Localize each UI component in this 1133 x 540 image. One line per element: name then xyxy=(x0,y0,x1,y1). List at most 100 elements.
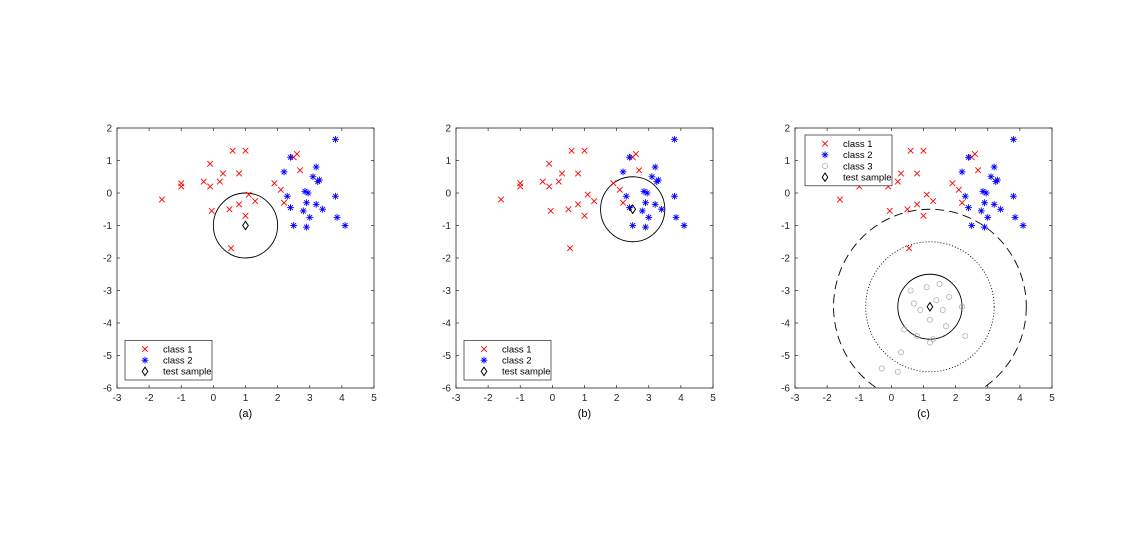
y-tick-label: -5 xyxy=(442,351,451,362)
legend-marker xyxy=(141,345,149,353)
class-1-point xyxy=(277,186,284,193)
class-1-point xyxy=(178,180,185,187)
class-1-point xyxy=(905,245,913,252)
class-1-point xyxy=(574,201,582,208)
class-3-point xyxy=(946,293,953,300)
y-tick-label: 2 xyxy=(106,124,112,135)
y-tick-label: -1 xyxy=(442,221,451,232)
panel-caption: (c) xyxy=(917,408,930,420)
class-1-point xyxy=(207,160,214,167)
class-1-point xyxy=(296,167,304,174)
class-1-point xyxy=(517,180,524,187)
class-3-point xyxy=(898,349,905,356)
legend-label: class 1 xyxy=(163,344,193,355)
y-tick-label: 0 xyxy=(784,189,790,200)
x-tick-label: -1 xyxy=(516,393,525,404)
class-3-point xyxy=(942,323,949,330)
x-tick-label: -2 xyxy=(823,393,832,404)
class-1-point xyxy=(836,196,844,203)
class-2-point xyxy=(287,153,294,161)
x-tick-label: 1 xyxy=(582,393,588,404)
legend-box xyxy=(124,340,213,381)
y-tick-label: 0 xyxy=(445,189,451,200)
class-2-point xyxy=(990,163,998,171)
class-1-point xyxy=(923,191,930,198)
legend-label: class 1 xyxy=(843,139,873,150)
legend-label: class 3 xyxy=(843,161,873,172)
legend-marker xyxy=(821,151,829,159)
class-1-point xyxy=(546,183,553,190)
legend-marker xyxy=(822,162,829,169)
class-2-point xyxy=(658,205,665,213)
class-1-point xyxy=(581,147,588,154)
class-1-point xyxy=(280,199,288,206)
x-tick-label: -1 xyxy=(855,393,864,404)
x-tick-label: 3 xyxy=(646,393,652,404)
class-1-point xyxy=(271,180,278,187)
class-2-point xyxy=(642,223,649,231)
class-2-point xyxy=(671,135,678,143)
class-2-point xyxy=(958,168,966,176)
class-2-point xyxy=(990,200,998,208)
class-1-point xyxy=(971,150,979,158)
class-1-point xyxy=(581,212,588,219)
class-2-point xyxy=(672,213,680,221)
x-tick-label: -3 xyxy=(791,393,800,404)
class-2-point xyxy=(968,222,976,229)
legend-marker xyxy=(141,356,149,364)
class-2-point xyxy=(283,192,291,200)
class-2-point xyxy=(965,153,972,161)
class-2-point xyxy=(332,192,339,200)
class-2-point xyxy=(332,135,339,143)
class-2-point xyxy=(312,200,320,208)
y-tick-label: -3 xyxy=(442,286,451,297)
class-3-point xyxy=(933,297,940,304)
x-tick-label: 5 xyxy=(1049,393,1055,404)
class-1-point xyxy=(227,245,235,252)
class-2-point xyxy=(981,199,988,207)
class-1-point xyxy=(930,198,937,205)
legend-label: test sample xyxy=(163,367,212,378)
y-tick-label: -4 xyxy=(103,319,112,330)
class-1-point xyxy=(555,178,562,185)
x-tick-label: 1 xyxy=(921,393,927,404)
class-3-point xyxy=(907,287,914,294)
legend-marker xyxy=(480,366,488,377)
panel-caption: (b) xyxy=(578,408,591,420)
class-2-point xyxy=(977,207,985,215)
class-2-point xyxy=(304,189,312,197)
class-3-point xyxy=(914,332,921,339)
class-2-point xyxy=(315,176,323,184)
class-2-point xyxy=(629,222,637,229)
class-3-point xyxy=(936,280,943,287)
class-2-point xyxy=(626,204,633,212)
y-tick-label: -2 xyxy=(103,254,112,265)
class-1-point xyxy=(235,201,243,208)
y-tick-label: 1 xyxy=(106,156,112,167)
x-tick-label: -1 xyxy=(177,393,186,404)
y-tick-label: -1 xyxy=(781,221,790,232)
class-2-point xyxy=(680,222,688,229)
legend-marker xyxy=(480,356,488,364)
class-2-point xyxy=(984,213,992,221)
class-2-point xyxy=(671,192,678,200)
y-tick-label: 2 xyxy=(784,124,790,135)
chart-panel-1: -3 -2 -1 0 1 2 3 4 5 -6 -5 -4 -3 -2 -1 0 1 2 (a) class 1cla… xyxy=(103,124,377,421)
class-2-point xyxy=(319,205,326,213)
chart-panel-2: -3 -2 -1 0 1 2 3 4 5 -6 -5 -4 -3 -2 -1 0 1 2 (b) class 1cla… xyxy=(442,124,716,421)
class-2-point xyxy=(651,200,659,208)
y-tick-label: -4 xyxy=(781,319,790,330)
class-2-point xyxy=(333,213,341,221)
class-1-point xyxy=(635,167,643,174)
x-tick-label: -2 xyxy=(484,393,493,404)
y-tick-label: -2 xyxy=(442,254,451,265)
legend-marker xyxy=(821,140,829,147)
y-tick-label: -2 xyxy=(781,254,790,265)
x-tick-label: -3 xyxy=(113,393,122,404)
x-tick-label: 3 xyxy=(985,393,991,404)
y-tick-label: -3 xyxy=(103,286,112,297)
y-tick-label: -6 xyxy=(781,384,790,395)
class-1-point xyxy=(208,207,215,214)
